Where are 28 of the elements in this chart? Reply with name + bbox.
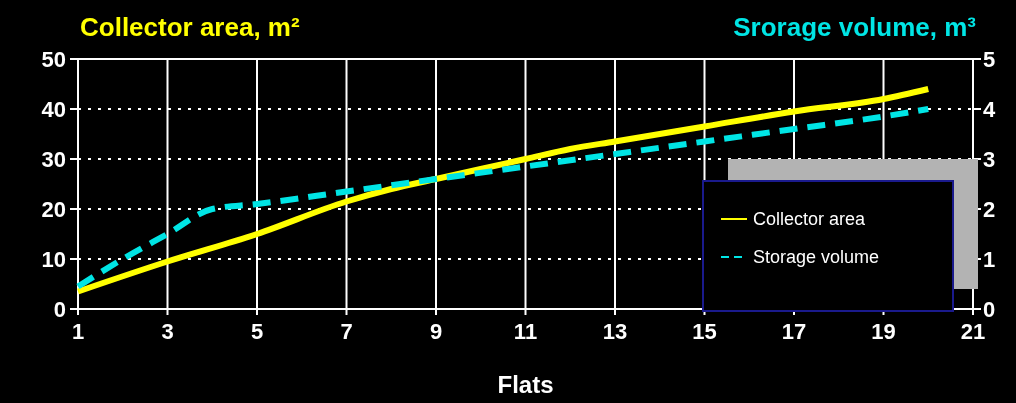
legend-label: Collector area bbox=[753, 209, 867, 230]
x-tick-label: 15 bbox=[692, 319, 717, 344]
x-tick-label: 21 bbox=[960, 319, 986, 344]
x-tick-label: 1 bbox=[71, 319, 85, 344]
y2-axis-title: Srorage volume, m³ bbox=[733, 12, 977, 42]
y2-tick-label: 0 bbox=[983, 296, 996, 322]
y2-tick-label: 2 bbox=[983, 196, 996, 222]
x-tick-label: 5 bbox=[250, 319, 264, 344]
x-tick-label: 7 bbox=[340, 319, 353, 344]
x-tick-label: 11 bbox=[513, 319, 538, 344]
x-tick-label: 17 bbox=[781, 319, 807, 344]
x-tick-label: 13 bbox=[602, 319, 628, 344]
x-axis-title: Flats bbox=[497, 371, 554, 398]
x-tick-label: 19 bbox=[871, 319, 896, 344]
y2-tick-label: 5 bbox=[983, 46, 996, 72]
y-tick-label: 0 bbox=[53, 296, 66, 322]
x-tick-label: 9 bbox=[429, 319, 443, 344]
y2-tick-label: 3 bbox=[983, 146, 996, 172]
legend-label: Storage volume bbox=[753, 247, 880, 268]
y-tick-label: 10 bbox=[41, 246, 66, 272]
y2-tick-label: 4 bbox=[983, 96, 996, 122]
y-tick-label: 30 bbox=[41, 146, 66, 172]
y-tick-label: 40 bbox=[41, 96, 66, 122]
x-tick-label: 3 bbox=[161, 319, 174, 344]
y-tick-label: 20 bbox=[41, 196, 66, 222]
y2-tick-label: 1 bbox=[983, 246, 996, 272]
y-axis-title: Collector area, m² bbox=[80, 12, 300, 42]
y-tick-label: 50 bbox=[41, 46, 66, 72]
